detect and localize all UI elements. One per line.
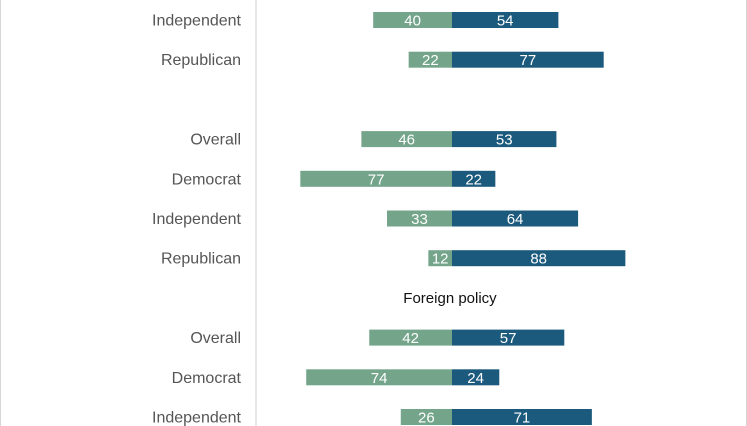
value-label-left: 40 bbox=[404, 13, 421, 30]
bar-left bbox=[428, 250, 452, 267]
bar-left bbox=[300, 170, 452, 187]
value-label-right: 53 bbox=[496, 132, 513, 149]
bar-right bbox=[452, 131, 557, 148]
section-title: Foreign policy bbox=[403, 290, 497, 307]
value-label-right: 64 bbox=[507, 211, 524, 228]
bar-right bbox=[452, 369, 500, 386]
value-label-left: 22 bbox=[422, 52, 439, 69]
bar-right bbox=[452, 12, 559, 28]
category-label: Independent bbox=[152, 211, 242, 228]
category-label: Republican bbox=[161, 251, 241, 268]
category-label: Democrat bbox=[172, 370, 242, 387]
bar-right bbox=[452, 51, 604, 68]
bar-right bbox=[452, 170, 496, 187]
value-label-right: 54 bbox=[497, 13, 514, 30]
bar-right bbox=[452, 210, 579, 227]
value-label-left: 46 bbox=[398, 132, 415, 149]
bar-right bbox=[452, 409, 592, 425]
value-label-left: 74 bbox=[371, 370, 388, 387]
category-label: Overall bbox=[190, 132, 241, 149]
bar-left bbox=[369, 329, 452, 346]
category-label: Democrat bbox=[172, 171, 242, 188]
category-label: Overall bbox=[190, 330, 241, 347]
category-label: Independent bbox=[152, 410, 242, 426]
category-label: Independent bbox=[152, 13, 242, 30]
bar-left bbox=[386, 210, 452, 227]
value-label-right: 57 bbox=[500, 330, 517, 347]
value-label-right: 24 bbox=[467, 370, 484, 387]
value-label-right: 71 bbox=[514, 410, 531, 426]
bar-left bbox=[373, 12, 452, 28]
category-label: Republican bbox=[161, 52, 241, 69]
value-label-right: 22 bbox=[465, 171, 482, 188]
bar-left bbox=[306, 369, 452, 386]
value-label-left: 33 bbox=[411, 211, 428, 228]
value-label-left: 26 bbox=[418, 410, 435, 426]
value-label-left: 12 bbox=[432, 251, 449, 268]
bar-right bbox=[452, 329, 565, 346]
value-label-left: 77 bbox=[368, 171, 385, 188]
bar-left bbox=[361, 131, 452, 148]
value-label-right: 77 bbox=[520, 52, 537, 69]
bar-left bbox=[408, 51, 452, 68]
value-label-left: 42 bbox=[402, 330, 419, 347]
bar-left bbox=[400, 409, 452, 425]
bar-right bbox=[452, 250, 626, 267]
value-label-right: 88 bbox=[530, 251, 547, 268]
